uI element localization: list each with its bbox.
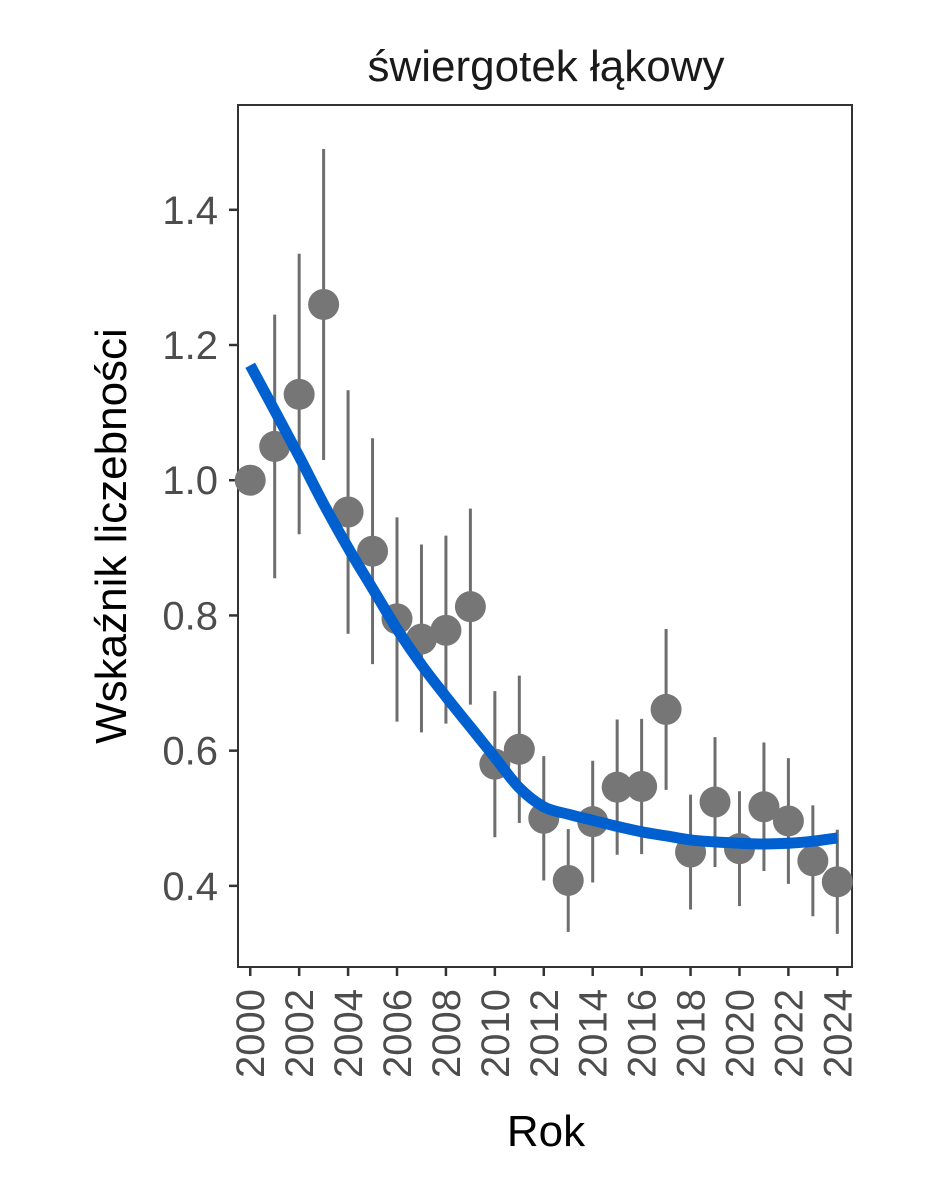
data-point: [699, 786, 731, 818]
x-tick-label: 2010: [474, 989, 518, 1078]
x-tick-label: 2002: [278, 989, 322, 1078]
y-tick-label: 1.4: [162, 189, 218, 233]
data-point: [821, 866, 853, 898]
x-tick-label: 2012: [523, 989, 567, 1078]
x-tick-label: 2008: [425, 989, 469, 1078]
data-point: [552, 864, 584, 896]
x-tick-label: 2018: [670, 989, 714, 1078]
data-point: [283, 378, 315, 410]
x-tick-label: 2016: [621, 989, 665, 1078]
trend-line: [245, 362, 839, 850]
data-point: [797, 845, 829, 877]
x-tick-label: 2022: [767, 989, 811, 1078]
data-point: [430, 614, 462, 646]
data-point: [503, 733, 535, 765]
data-point: [626, 770, 658, 802]
y-axis-label: Wskaźnik liczebności: [87, 328, 136, 744]
x-axis-label: Rok: [507, 1107, 586, 1156]
y-axis: 0.4 0.6 0.8 1.0 1.2 1.4: [162, 189, 238, 909]
data-point: [332, 496, 364, 528]
x-axis: 2000 2002 2004 2006 2008 2010 2012 2014 2016 2018…: [229, 967, 860, 1078]
x-tick-label: 2024: [816, 989, 860, 1078]
y-tick-label: 0.4: [162, 865, 218, 909]
y-tick-label: 0.6: [162, 730, 218, 774]
data-point: [259, 430, 291, 462]
data-point: [357, 535, 389, 567]
data-point: [772, 805, 804, 837]
y-tick-label: 1.2: [162, 324, 218, 368]
data-point: [650, 693, 682, 725]
x-tick-label: 2014: [572, 989, 616, 1078]
x-tick-label: 2000: [229, 989, 273, 1078]
data-point: [234, 464, 266, 496]
data-point: [601, 771, 633, 803]
y-tick-label: 0.8: [162, 594, 218, 638]
x-tick-label: 2020: [718, 989, 762, 1078]
data-point: [748, 791, 780, 823]
data-point: [454, 591, 486, 623]
chart-title: świergotek łąkowy: [367, 42, 724, 91]
x-tick-label: 2004: [327, 989, 371, 1078]
x-tick-label: 2006: [376, 989, 420, 1078]
data-points: [234, 288, 853, 898]
data-point: [308, 288, 340, 320]
y-tick-label: 1.0: [162, 459, 218, 503]
